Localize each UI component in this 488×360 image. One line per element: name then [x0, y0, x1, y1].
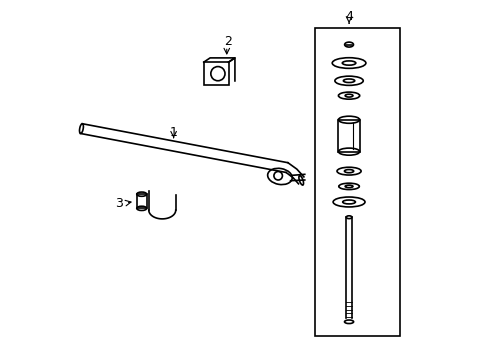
Bar — [315, 28, 400, 336]
Bar — [338, 120, 359, 152]
Bar — [137, 194, 146, 208]
Text: 4: 4 — [345, 10, 352, 23]
Text: 3: 3 — [115, 197, 122, 210]
Bar — [203, 62, 228, 85]
Text: 1: 1 — [169, 126, 177, 139]
Text: 2: 2 — [224, 35, 232, 48]
